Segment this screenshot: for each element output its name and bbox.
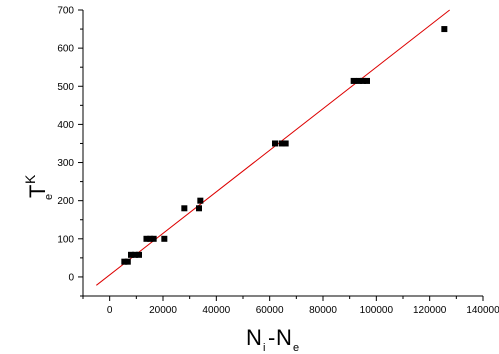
y-tick-label: 100 (57, 234, 74, 245)
x-tick-label: 0 (107, 305, 113, 316)
y-tick-label: 500 (57, 82, 74, 93)
data-point (143, 235, 150, 242)
data-point (197, 197, 204, 204)
data-point (272, 140, 278, 147)
fit-line (96, 9, 450, 286)
x-axis-label-sub-e: e (293, 342, 299, 354)
y-axis-label-group: T e K (22, 174, 55, 200)
data-point (128, 251, 134, 258)
y-tick-label: 400 (57, 120, 74, 131)
data-point (282, 140, 289, 147)
data-point (364, 77, 370, 84)
y-axis-label-T: T (25, 185, 50, 198)
data-point (278, 140, 285, 147)
y-tick-label: 700 (57, 6, 74, 17)
y-tick-label: 600 (57, 44, 74, 55)
x-tick-label: 100000 (360, 305, 394, 316)
x-tick-label: 140000 (466, 305, 499, 316)
y-axis-label-sub: e (43, 194, 55, 200)
x-tick-label: 20000 (149, 305, 177, 316)
data-point (360, 77, 366, 84)
data-points (121, 26, 448, 265)
x-axis-label-N1: N (246, 325, 262, 350)
data-point (121, 258, 128, 265)
x-axis-label-dash: - (268, 325, 275, 350)
x-axis-label-sub-i: i (263, 342, 265, 354)
axis-tick-labels: 0 20000 40000 60000 80000 100000 120000 140000 0… (57, 6, 499, 317)
data-point (356, 77, 362, 84)
data-point (124, 258, 131, 265)
data-point (350, 77, 357, 84)
data-point (136, 251, 142, 258)
data-point (196, 205, 202, 212)
y-axis-label-sup: K (22, 174, 38, 184)
svg-text:T: T (25, 185, 50, 198)
x-tick-label: 60000 (256, 305, 284, 316)
y-tick-label: 200 (57, 196, 74, 207)
data-point (132, 251, 138, 258)
data-point (441, 26, 448, 33)
x-tick-label: 40000 (202, 305, 230, 316)
x-axis-label-group: N i - N e (246, 325, 299, 354)
x-axis-label-N2: N (276, 325, 292, 350)
y-tick-label: 300 (57, 158, 74, 169)
data-point (181, 205, 188, 212)
x-tick-label: 80000 (309, 305, 337, 316)
data-point (150, 235, 157, 242)
data-point (161, 235, 168, 242)
x-tick-label: 120000 (413, 305, 447, 316)
data-point (147, 235, 154, 242)
y-tick-label: 0 (68, 272, 74, 283)
